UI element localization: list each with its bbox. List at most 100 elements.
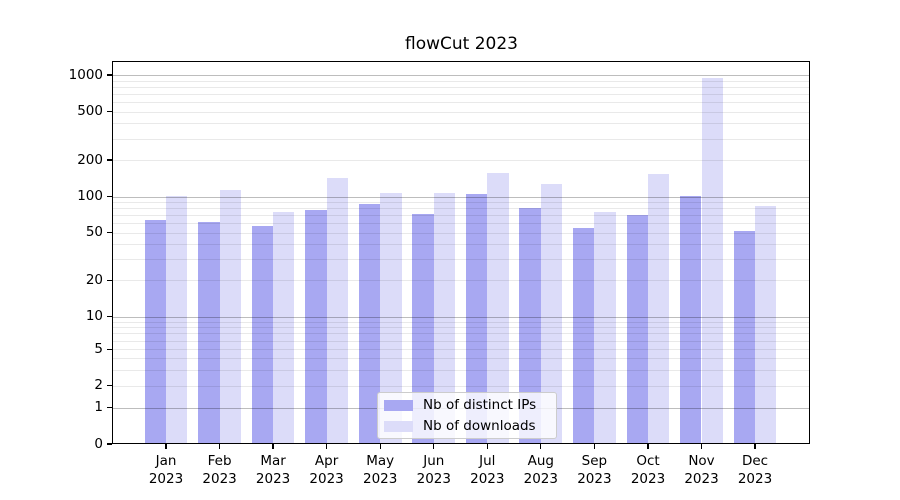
xtick-label-may: May 2023 [363, 453, 398, 487]
gridline-y-7 [113, 333, 810, 335]
gridline-y-300 [113, 138, 810, 140]
bar-downloads-jul [487, 172, 509, 444]
bar-distinct-ips-may [358, 203, 381, 444]
gridline-y-1000 [113, 75, 810, 76]
ytick-1 [107, 406, 112, 409]
bar-distinct-ips-sep [573, 227, 595, 444]
xtick-dec [754, 444, 756, 449]
bar-downloads-aug [540, 184, 563, 444]
xtick-feb [218, 444, 221, 449]
gridline-y-400 [113, 123, 810, 125]
xtick-label-dec: Dec 2023 [737, 453, 773, 487]
legend-item-distinct-ips: Nb of distinct IPs [384, 397, 550, 414]
ytick-label-10: 10 [85, 308, 103, 324]
ytick-label-20: 20 [85, 271, 103, 288]
xtick-label-mar: Mar 2023 [255, 453, 291, 487]
gridline-y-2 [113, 385, 810, 387]
xtick-label-feb: Feb 2023 [202, 453, 237, 487]
gridline-y-50 [113, 232, 810, 234]
ytick-label-1: 1 [94, 399, 103, 415]
bar-distinct-ips-jun [412, 213, 434, 444]
bar-downloads-dec [755, 205, 777, 444]
ytick-2 [107, 385, 112, 387]
legend: Nb of distinct IPs Nb of downloads [377, 392, 557, 439]
xtick-label-sep: Sep 2023 [577, 453, 612, 487]
gridline-y-6 [113, 340, 810, 342]
xtick-oct [647, 444, 649, 449]
ytick-100 [107, 196, 112, 198]
chart-title: flowCut 2023 [405, 34, 518, 54]
gridline-y-100 [113, 196, 810, 198]
gridline-y-4 [113, 358, 810, 360]
bar-downloads-feb [219, 190, 241, 444]
xtick-jul [486, 444, 488, 449]
bar-distinct-ips-jul [465, 194, 488, 444]
bar-downloads-may [380, 192, 402, 444]
legend-label-distinct-ips: Nb of distinct IPs [423, 397, 537, 413]
ytick-5 [107, 348, 112, 350]
ytick-label-500: 500 [77, 103, 103, 120]
ytick-label-0: 0 [94, 435, 103, 452]
gridline-y-30 [113, 259, 810, 261]
legend-swatch-distinct-ips [384, 399, 413, 411]
legend-label-downloads: Nb of downloads [423, 418, 536, 434]
gridline-y-500 [113, 111, 810, 113]
gridline-y-700 [113, 93, 810, 95]
ytick-label-200: 200 [77, 151, 103, 168]
xtick-aug [540, 444, 542, 449]
xtick-jun [433, 444, 435, 449]
gridline-y-600 [113, 102, 810, 103]
gridline-y-900 [113, 80, 810, 82]
legend-item-downloads: Nb of downloads [384, 418, 550, 435]
gridline-y-5 [113, 349, 810, 351]
bar-downloads-jan [166, 195, 188, 444]
gridline-y-200 [113, 160, 810, 162]
bar-downloads-apr [326, 177, 348, 444]
ytick-1000 [107, 74, 112, 76]
bar-downloads-sep [594, 212, 616, 444]
xtick-label-oct: Oct 2023 [630, 453, 666, 487]
gridline-y-20 [113, 280, 810, 282]
xtick-mar [272, 444, 274, 449]
gridline-y-70 [113, 215, 810, 217]
bar-downloads-oct [648, 173, 670, 444]
gridline-y-800 [113, 86, 810, 88]
bar-downloads-nov [701, 77, 723, 444]
gridline-y-80 [113, 208, 810, 210]
ytick-label-50: 50 [85, 224, 103, 241]
gridline-y-8 [113, 327, 810, 329]
xtick-sep [593, 444, 596, 449]
xtick-label-apr: Apr 2023 [309, 453, 344, 487]
bar-distinct-ips-jan [144, 219, 166, 444]
bar-distinct-ips-aug [519, 207, 541, 444]
xtick-apr [325, 444, 328, 449]
ytick-50 [107, 232, 112, 234]
bar-distinct-ips-apr [305, 210, 327, 444]
ytick-0 [107, 443, 112, 445]
xtick-label-jul: Jul 2023 [470, 453, 505, 487]
xtick-label-jun: Jun 2023 [416, 453, 451, 487]
xtick-jan [165, 444, 167, 449]
bar-distinct-ips-oct [626, 214, 648, 444]
xtick-label-nov: Nov 2023 [684, 453, 719, 487]
xtick-may [379, 444, 381, 449]
xtick-label-aug: Aug 2023 [523, 453, 558, 487]
bar-distinct-ips-nov [680, 195, 702, 444]
xtick-label-jan: Jan 2023 [148, 453, 184, 487]
bar-distinct-ips-mar [251, 225, 274, 444]
gridline-y-60 [113, 223, 810, 225]
gridline-y-40 [113, 244, 810, 246]
bar-distinct-ips-feb [198, 221, 220, 444]
ytick-label-1000: 1000 [68, 66, 103, 83]
xtick-nov [700, 444, 703, 449]
gridline-y-9 [113, 321, 810, 323]
ytick-500 [107, 110, 112, 113]
gridline-y-10 [113, 316, 810, 318]
gridline-y-90 [113, 202, 810, 204]
legend-swatch-downloads [384, 420, 413, 432]
bar-downloads-mar [273, 211, 295, 444]
ytick-label-100: 100 [77, 188, 103, 205]
ytick-10 [107, 315, 112, 318]
